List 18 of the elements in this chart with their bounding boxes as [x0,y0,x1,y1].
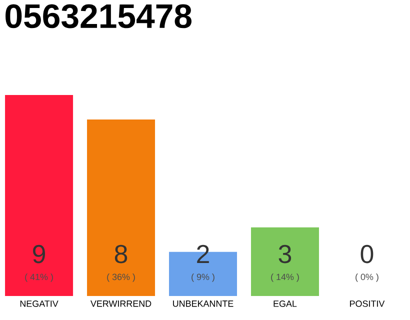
data-label: ( 36% ) [107,274,135,282]
annotation: 3 [278,244,292,264]
x-tick-label: EGAL [274,300,297,307]
annotation: 0 [360,244,374,264]
annotation: 8 [114,244,128,264]
bar [87,120,156,296]
bar [5,95,74,296]
x-tick-label: VERWIRREND [90,300,152,307]
annotation: 9 [33,244,46,264]
data-label: ( 14% ) [271,274,299,282]
bar [250,227,319,296]
data-label: ( 0% ) [356,274,378,282]
x-tick-label: POSITIV [350,300,385,307]
x-tick-label: UNBEKANNTE [173,300,234,307]
data-label: ( 9% ) [192,274,214,282]
data-label: ( 41% ) [25,274,53,282]
chart-title: 0563215478 [6,4,192,28]
x-tick-label: NEGATIV [20,300,58,307]
